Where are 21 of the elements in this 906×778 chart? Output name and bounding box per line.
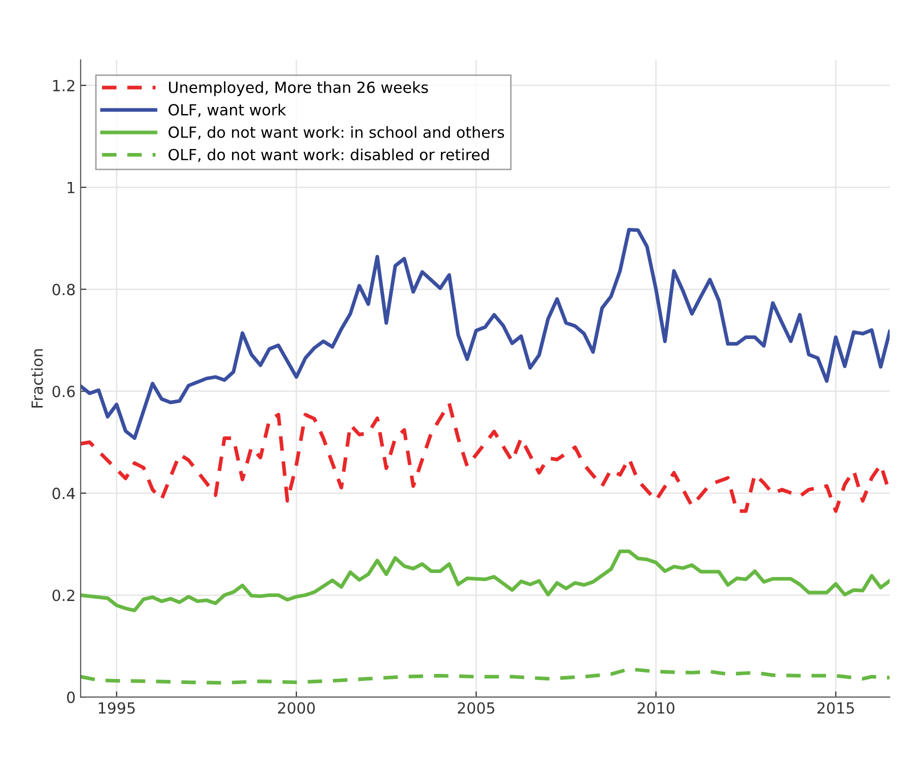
line-series xyxy=(80,402,890,513)
y-tick-label: 0.2 xyxy=(52,590,74,602)
y-tick-label: 0 xyxy=(67,692,75,704)
y-tick-label: 1 xyxy=(68,182,74,194)
x-tick-label: 2015 xyxy=(817,702,854,714)
x-tick-label: 2000 xyxy=(278,702,315,714)
legend-label: Unemployed, More than 26 weeks xyxy=(169,81,428,96)
line-series xyxy=(80,549,890,612)
line-series xyxy=(80,667,890,685)
legend-label: OLF, do not want work: in school and others xyxy=(168,126,504,140)
legend-label: OLF, do not want work: disabled or retired xyxy=(168,148,489,162)
x-tick-label: 2010 xyxy=(638,702,674,714)
y-tick-label: 1.2 xyxy=(53,80,74,92)
legend-label: OLF, want work xyxy=(168,104,286,118)
x-tick-label: 2005 xyxy=(458,702,494,714)
y-tick-label: 0.6 xyxy=(52,386,75,398)
y-tick-label: 0.4 xyxy=(52,488,75,500)
line-series xyxy=(80,228,890,440)
y-tick-label: 0.8 xyxy=(52,284,75,296)
y-axis-title: Fraction xyxy=(31,349,43,408)
x-tick-label: 1995 xyxy=(98,702,135,714)
